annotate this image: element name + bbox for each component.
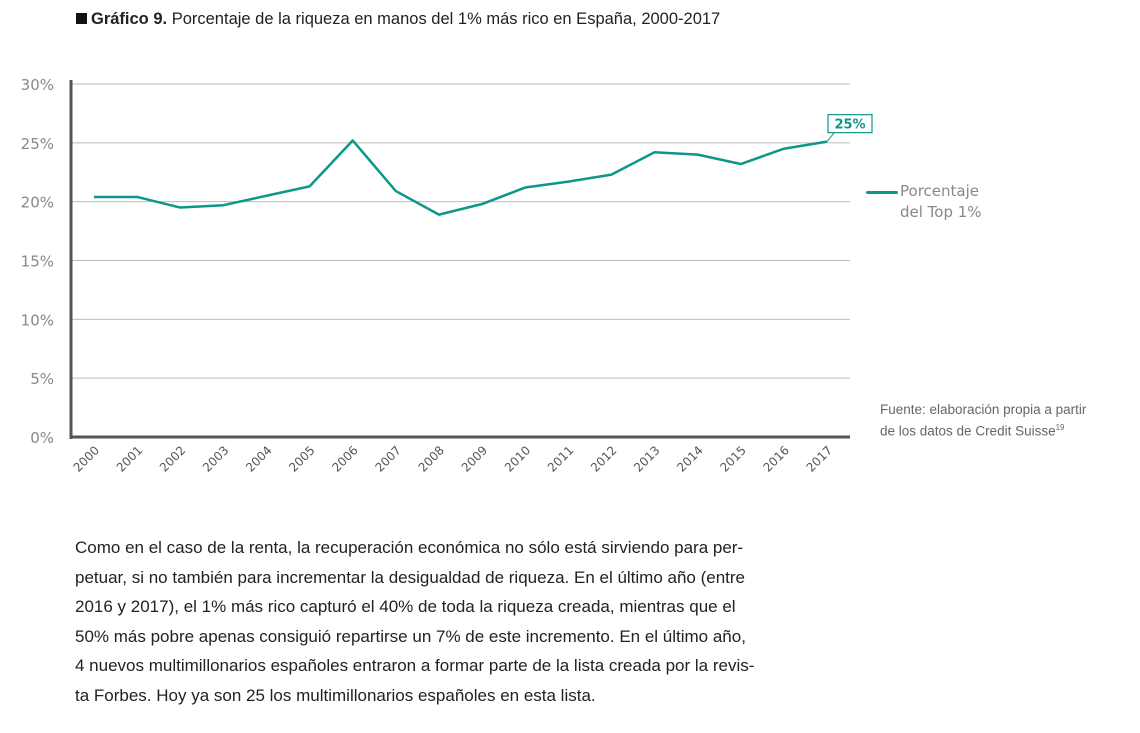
- legend: Porcentaje del Top 1%: [866, 181, 1000, 223]
- x-tick-label: 2009: [459, 443, 490, 474]
- x-tick-label: 2014: [674, 443, 705, 474]
- y-tick-label: 15%: [21, 253, 54, 271]
- square-bullet-icon: [76, 13, 87, 24]
- annotation-pointer: [826, 131, 836, 142]
- y-tick-label: 5%: [30, 370, 54, 388]
- x-tick-label: 2017: [804, 443, 835, 474]
- x-tick-label: 2015: [717, 443, 748, 474]
- x-tick-label: 2013: [631, 443, 662, 474]
- line-chart: 0% 5% 10% 15% 20% 25% 30% 2000 2001 2002 2003 2004 2…: [21, 76, 873, 475]
- x-tick-label: 2004: [243, 443, 274, 474]
- body-line: 2016 y 2017), el 1% más rico capturó el …: [75, 597, 736, 616]
- y-tick-label: 20%: [21, 194, 54, 212]
- y-tick-label: 10%: [21, 311, 54, 329]
- x-tick-label: 2001: [114, 443, 145, 474]
- series-line: [94, 139, 828, 216]
- x-tick-label: 2012: [588, 443, 619, 474]
- x-tick-label: 2006: [329, 443, 360, 474]
- x-tick-label: 2010: [502, 443, 533, 474]
- body-line: Como en el caso de la renta, la recupera…: [75, 538, 744, 557]
- x-tick-label: 2008: [416, 443, 447, 474]
- body-line: ta Forbes. Hoy ya son 25 los multimillon…: [75, 685, 596, 705]
- annotation-box: [827, 114, 873, 134]
- body-line: 50% más pobre apenas consiguió repartirs…: [75, 626, 746, 646]
- body-line: petuar, si no también para incrementar l…: [75, 567, 746, 587]
- x-tick-label: 2000: [71, 443, 102, 474]
- y-tick-label: 30%: [21, 76, 54, 94]
- x-tick-label: 2002: [157, 443, 188, 474]
- source-note: Fuente: elaboración propia a partir de lo…: [880, 402, 1087, 439]
- y-tick-label: 0%: [30, 429, 54, 447]
- legend-label: Porcentaje del Top 1%: [900, 182, 982, 221]
- x-tick-label: 2007: [372, 443, 403, 474]
- x-tick-label: 2016: [761, 443, 792, 474]
- body-paragraph: Como en el caso de la renta, la recupera…: [75, 533, 754, 710]
- body-line: 4 nuevos multimillonarios españoles entr…: [75, 656, 755, 675]
- x-tick-label: 2005: [286, 443, 317, 474]
- legend-swatch: [866, 191, 898, 194]
- x-tick-label: 2011: [545, 443, 576, 474]
- annotation-label: 25%: [834, 118, 865, 133]
- x-tick-label: 2003: [200, 443, 231, 474]
- chart-title: Gráfico 9. Porcentaje de la riqueza en m…: [76, 10, 720, 29]
- y-tick-label: 25%: [21, 135, 54, 153]
